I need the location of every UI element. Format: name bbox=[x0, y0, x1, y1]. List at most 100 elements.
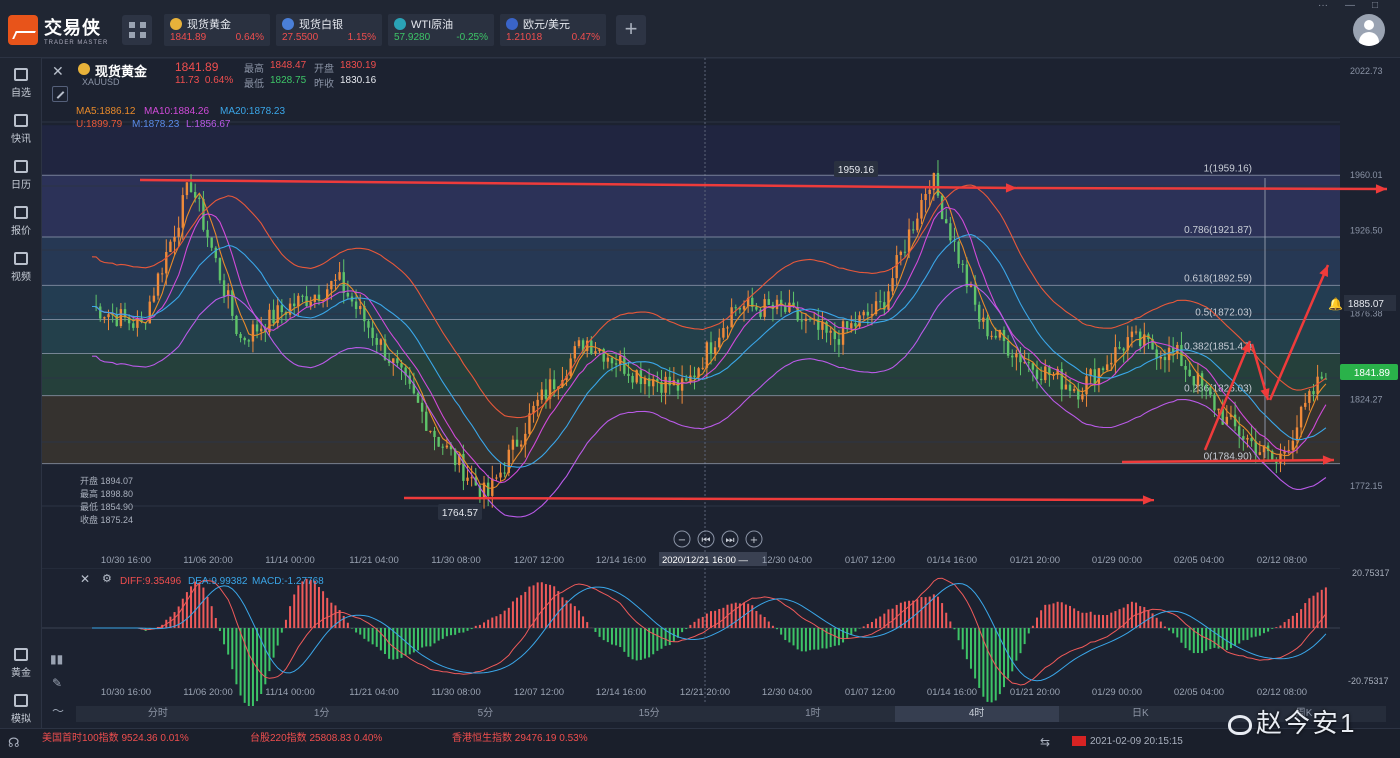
candle-body bbox=[259, 328, 263, 332]
symbol-name[interactable]: 现货黄金 bbox=[95, 64, 148, 79]
tab-period-1h[interactable]: 1时 bbox=[805, 708, 821, 719]
candle-body bbox=[1035, 369, 1039, 379]
zoom-in-icon-ring[interactable] bbox=[745, 530, 763, 548]
skip-back-icon[interactable]: ⏮ bbox=[702, 535, 711, 546]
zoom-out-icon[interactable]: − bbox=[678, 535, 686, 546]
menu-dots-icon[interactable]: ··· bbox=[1318, 0, 1328, 11]
candle-body bbox=[218, 258, 222, 281]
candle-body bbox=[189, 182, 193, 192]
candle-body bbox=[1077, 389, 1080, 400]
symbol-change: 11.73 0.64% bbox=[175, 75, 233, 86]
candle-body bbox=[338, 272, 341, 280]
candle-body bbox=[854, 323, 857, 327]
headset-icon[interactable]: ☊ bbox=[8, 735, 20, 750]
ohlc-high: 最高 1898.80 bbox=[80, 489, 134, 499]
sidebar-label: 日历 bbox=[11, 180, 31, 191]
candle-body bbox=[759, 309, 762, 317]
pencil-icon[interactable]: ✎ bbox=[52, 676, 63, 690]
candle-body bbox=[623, 355, 626, 374]
candle-body bbox=[1225, 416, 1229, 425]
draw-tool-button[interactable] bbox=[52, 86, 68, 102]
price-axis-label: 1926.50 bbox=[1350, 225, 1383, 235]
candle-body bbox=[363, 305, 366, 322]
user-avatar[interactable] bbox=[1353, 14, 1385, 46]
tab-wti-oil[interactable]: WTI原油 57.9280 -0.25% bbox=[388, 14, 494, 46]
tab-period-5m[interactable]: 5分 bbox=[477, 708, 494, 719]
candle-body bbox=[907, 229, 911, 253]
candle-body bbox=[486, 482, 490, 496]
candle-body bbox=[309, 301, 312, 307]
chart-area[interactable]: 1(1959.16) 0.786(1921.87) 0.618(1892.59) 0.… bbox=[42, 58, 1400, 728]
candle-body bbox=[660, 381, 663, 393]
add-tab-button[interactable]: + bbox=[616, 15, 646, 45]
sidebar-item-calendar[interactable]: 日历 bbox=[0, 154, 42, 194]
skip-forward-icon-ring[interactable] bbox=[721, 530, 739, 548]
candle-body bbox=[949, 223, 952, 241]
zoom-out-icon-ring[interactable] bbox=[673, 530, 691, 548]
tab-label: 欧元/美元 bbox=[523, 19, 571, 31]
time-axis-label: 02/12 08:00 bbox=[1257, 555, 1307, 566]
tab-period-week[interactable]: 周K bbox=[1295, 708, 1313, 719]
silver-icon bbox=[282, 18, 294, 30]
tab-period-day[interactable]: 日K bbox=[1132, 708, 1149, 719]
candle-body bbox=[392, 358, 395, 363]
fib-label: 0.618(1892.59) bbox=[1184, 273, 1252, 284]
macd-settings-icon[interactable]: ⚙ bbox=[102, 573, 112, 585]
tab-eur-usd[interactable]: 欧元/美元 1.21018 0.47% bbox=[500, 14, 606, 46]
arrow-top-1 bbox=[139, 178, 1018, 190]
macd-chart[interactable]: 10/30 16:00 11/06 20:00 11/14 00:00 11/21 0… bbox=[42, 568, 1400, 713]
skip-forward-icon[interactable]: ⏭ bbox=[726, 535, 735, 546]
indicator-bars-icon[interactable]: ▮▮ bbox=[50, 652, 64, 666]
sidebar-item-news[interactable]: 快讯 bbox=[0, 108, 42, 148]
macd-axis-bottom: -20.75317 bbox=[1348, 676, 1389, 686]
sidebar-item-video[interactable]: 视频 bbox=[0, 246, 42, 286]
candle-body bbox=[160, 273, 164, 275]
tab-period-4h[interactable]: 4时 bbox=[894, 706, 1059, 722]
sidebar-item-quotes[interactable]: 报价 bbox=[0, 200, 42, 240]
sidebar-item-watchlist[interactable]: 自选 bbox=[0, 62, 42, 102]
skip-back-icon-ring[interactable] bbox=[697, 530, 715, 548]
candle-body bbox=[1205, 385, 1208, 388]
candle-body bbox=[920, 200, 923, 219]
candle-body bbox=[1081, 394, 1084, 400]
candle-body bbox=[416, 393, 420, 403]
minimize-icon[interactable]: — bbox=[1345, 0, 1355, 11]
candle-body bbox=[850, 323, 853, 329]
candle-body bbox=[779, 299, 783, 306]
close-chart-icon[interactable]: ✕ bbox=[52, 63, 64, 79]
candle-body bbox=[1324, 378, 1328, 380]
macd-time-label: 11/21 04:00 bbox=[349, 687, 398, 698]
connection-icon[interactable]: ⇆ bbox=[1040, 735, 1051, 749]
candle-body bbox=[470, 477, 473, 479]
tab-spot-silver[interactable]: 现货白银 27.5500 1.15% bbox=[276, 14, 382, 46]
candle-body bbox=[371, 327, 374, 338]
candle-body bbox=[1295, 427, 1299, 441]
grid-menu-button[interactable] bbox=[122, 15, 152, 45]
tab-period-timeshare[interactable]: 分时 bbox=[147, 708, 168, 719]
candle-body bbox=[1279, 453, 1282, 463]
candle-body bbox=[181, 195, 184, 228]
zoom-in-icon[interactable]: + bbox=[750, 535, 758, 546]
tab-period-15m[interactable]: 15分 bbox=[638, 708, 660, 719]
tab-spot-gold[interactable]: 现货黄金 1841.89 0.64% bbox=[164, 14, 270, 46]
sidebar-item-simulate[interactable]: 模拟 bbox=[0, 688, 42, 728]
candle-body bbox=[932, 172, 936, 190]
arrow-up-2 bbox=[1268, 264, 1330, 401]
sidebar-item-gold[interactable]: 黄金 bbox=[0, 642, 42, 682]
candle-body bbox=[936, 172, 940, 196]
candle-body bbox=[330, 280, 333, 290]
candle-body bbox=[466, 477, 469, 481]
tab-price: 1841.89 bbox=[170, 32, 207, 43]
candle-body bbox=[1287, 449, 1290, 451]
close-macd-icon[interactable]: ✕ bbox=[80, 572, 91, 586]
candle-body bbox=[301, 295, 304, 297]
candlestick-chart[interactable]: 1(1959.16) 0.786(1921.87) 0.618(1892.59) 0.… bbox=[42, 58, 1400, 568]
sidebar-label: 黄金 bbox=[11, 668, 31, 679]
bell-icon[interactable]: 🔔 bbox=[1328, 297, 1343, 311]
maximize-icon[interactable]: □ bbox=[1372, 0, 1379, 11]
candle-body bbox=[1304, 402, 1307, 407]
tab-change: -0.25% bbox=[456, 32, 488, 43]
tab-period-1m[interactable]: 1分 bbox=[313, 708, 330, 719]
wave-icon[interactable]: 〜 bbox=[52, 704, 65, 718]
candle-body bbox=[226, 290, 230, 297]
